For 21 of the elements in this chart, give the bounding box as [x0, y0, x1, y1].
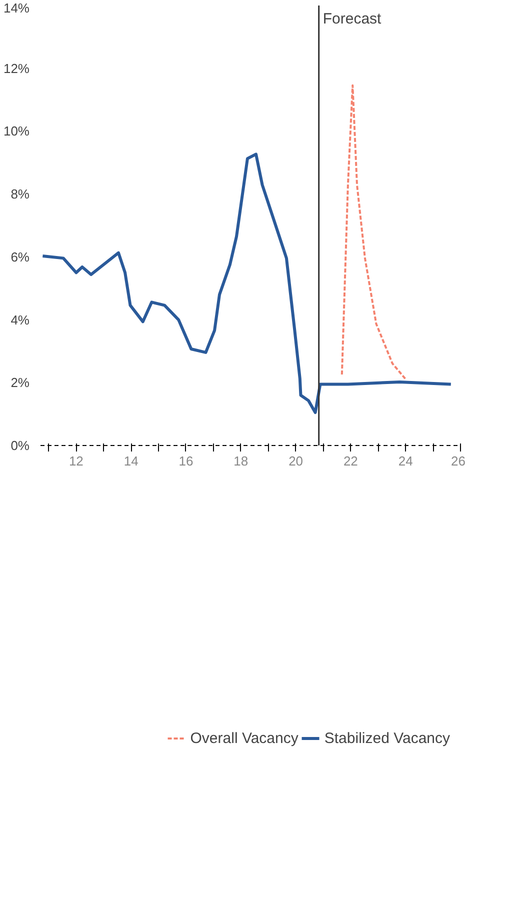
x-tick-label: 18	[234, 454, 248, 468]
legend-label: Overall Vacancy	[190, 730, 298, 746]
ref-line-label: Forecast	[322, 10, 382, 28]
y-tick-label: 8%	[10, 186, 30, 202]
y-tick-label: 12%	[3, 60, 30, 76]
y-tick-label: 10%	[3, 124, 30, 139]
y-tick-label: 4%	[10, 312, 30, 328]
x-tick-label: 26	[451, 454, 466, 468]
x-tick-label: 14	[124, 454, 138, 468]
x-tick-label: 16	[178, 454, 194, 468]
x-tick-label: 22	[343, 454, 358, 468]
y-tick-label: 0%	[10, 438, 30, 453]
x-tick-label: 12	[68, 454, 84, 468]
line-series	[41, 152, 452, 414]
line-series	[340, 84, 408, 381]
y-tick-label: 6%	[10, 249, 30, 264]
legend-label: Stabilized Vacancy	[324, 730, 450, 746]
y-tick-label: 14%	[3, 0, 30, 16]
x-tick-label: 24	[398, 454, 413, 468]
x-tick-label: 20	[288, 454, 304, 468]
y-tick-label: 2%	[10, 375, 30, 390]
